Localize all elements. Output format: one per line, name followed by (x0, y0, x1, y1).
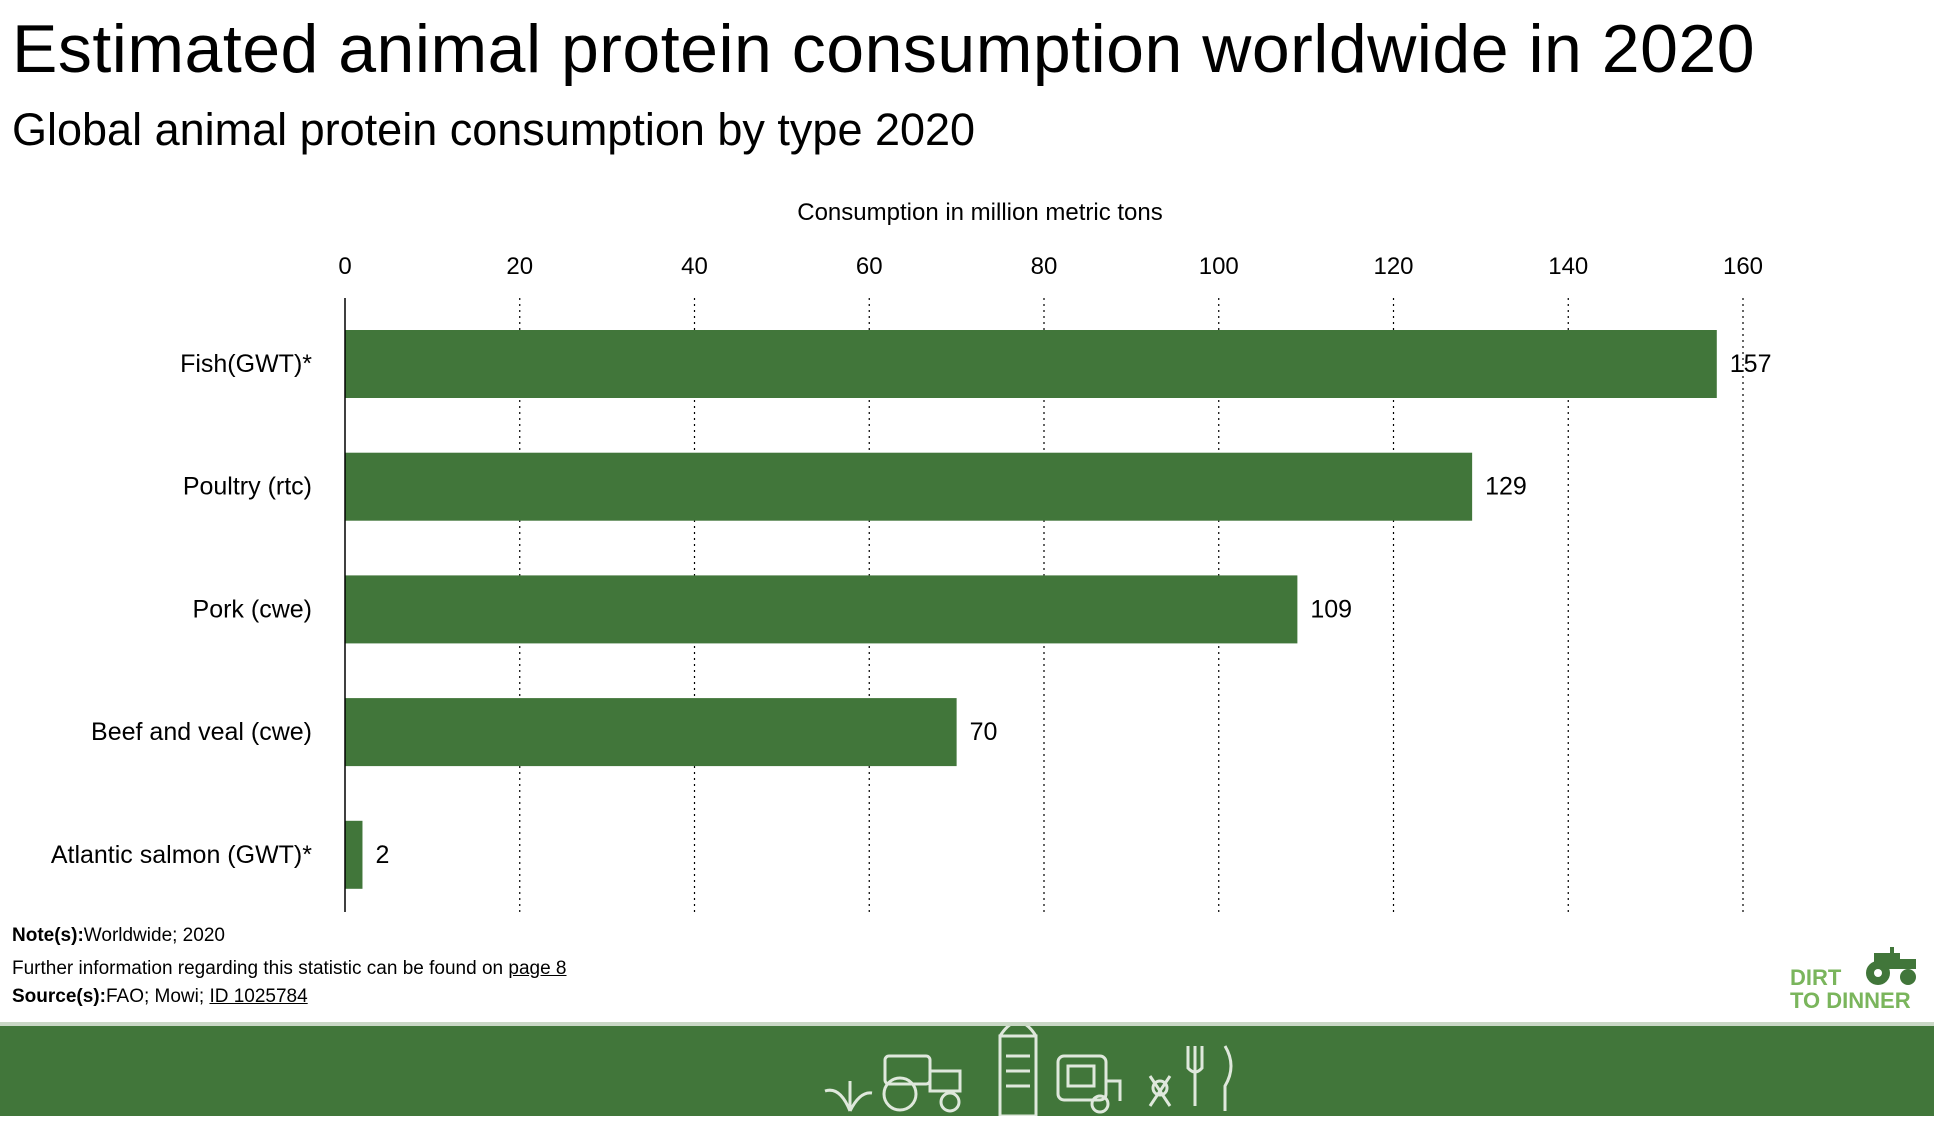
category-label: Poultry (rtc) (183, 473, 312, 501)
further-info-line: Further information regarding this stati… (12, 958, 567, 980)
x-tick-label: 0 (338, 253, 351, 280)
category-label: Atlantic salmon (GWT)* (51, 841, 312, 869)
data-label: 2 (375, 841, 389, 869)
bar (345, 330, 1717, 398)
bar (345, 575, 1298, 644)
category-label: Pork (cwe) (193, 595, 312, 623)
id-link[interactable]: ID 1025784 (209, 986, 308, 1007)
bar (345, 820, 363, 889)
source-label: Source(s): (12, 986, 106, 1007)
category-label: Beef and veal (cwe) (91, 718, 312, 746)
data-label: 157 (1730, 350, 1772, 378)
x-axis-label: Consumption in million metric tons (797, 199, 1162, 226)
data-label: 129 (1485, 473, 1527, 501)
source-line: Source(s):FAO; Mowi; ID 1025784 (12, 986, 308, 1008)
logo-line1: DIRT (1790, 965, 1842, 990)
further-text: Further information regarding this stati… (12, 958, 504, 979)
page-link[interactable]: page 8 (508, 958, 567, 979)
bar-chart: Consumption in million metric tons 0 20 40… (51, 199, 1772, 912)
note-text: Worldwide; 2020 (83, 925, 225, 946)
x-tick-label: 60 (856, 253, 883, 280)
note-label: Note(s): (12, 925, 84, 946)
farm-illustration-icon (824, 1020, 1233, 1118)
x-tick-label: 160 (1723, 253, 1763, 280)
x-tick-label: 80 (1031, 253, 1058, 280)
source-text: FAO; Mowi; (105, 986, 210, 1007)
chart-subtitle: Global animal protein consumption by typ… (12, 104, 976, 155)
category-label: Fish(GWT)* (180, 350, 312, 378)
data-label: 70 (970, 718, 998, 746)
dirt-to-dinner-logo: DIRT TO DINNER (1790, 945, 1925, 1015)
x-tick-label: 140 (1548, 253, 1588, 280)
x-tick-label: 20 (506, 253, 533, 280)
x-tick-label: 40 (681, 253, 708, 280)
bar (345, 698, 957, 767)
x-tick-label: 120 (1373, 253, 1413, 280)
note-line: Note(s):Worldwide; 2020 (12, 925, 225, 947)
data-label: 109 (1310, 595, 1352, 623)
tractor-icon (1866, 947, 1916, 985)
chart-title: Estimated animal protein consumption wor… (12, 11, 1756, 87)
footer-banner (0, 1020, 1934, 1118)
bar (345, 452, 1473, 521)
x-tick-label: 100 (1199, 253, 1239, 280)
logo-line2: TO DINNER (1790, 988, 1911, 1013)
